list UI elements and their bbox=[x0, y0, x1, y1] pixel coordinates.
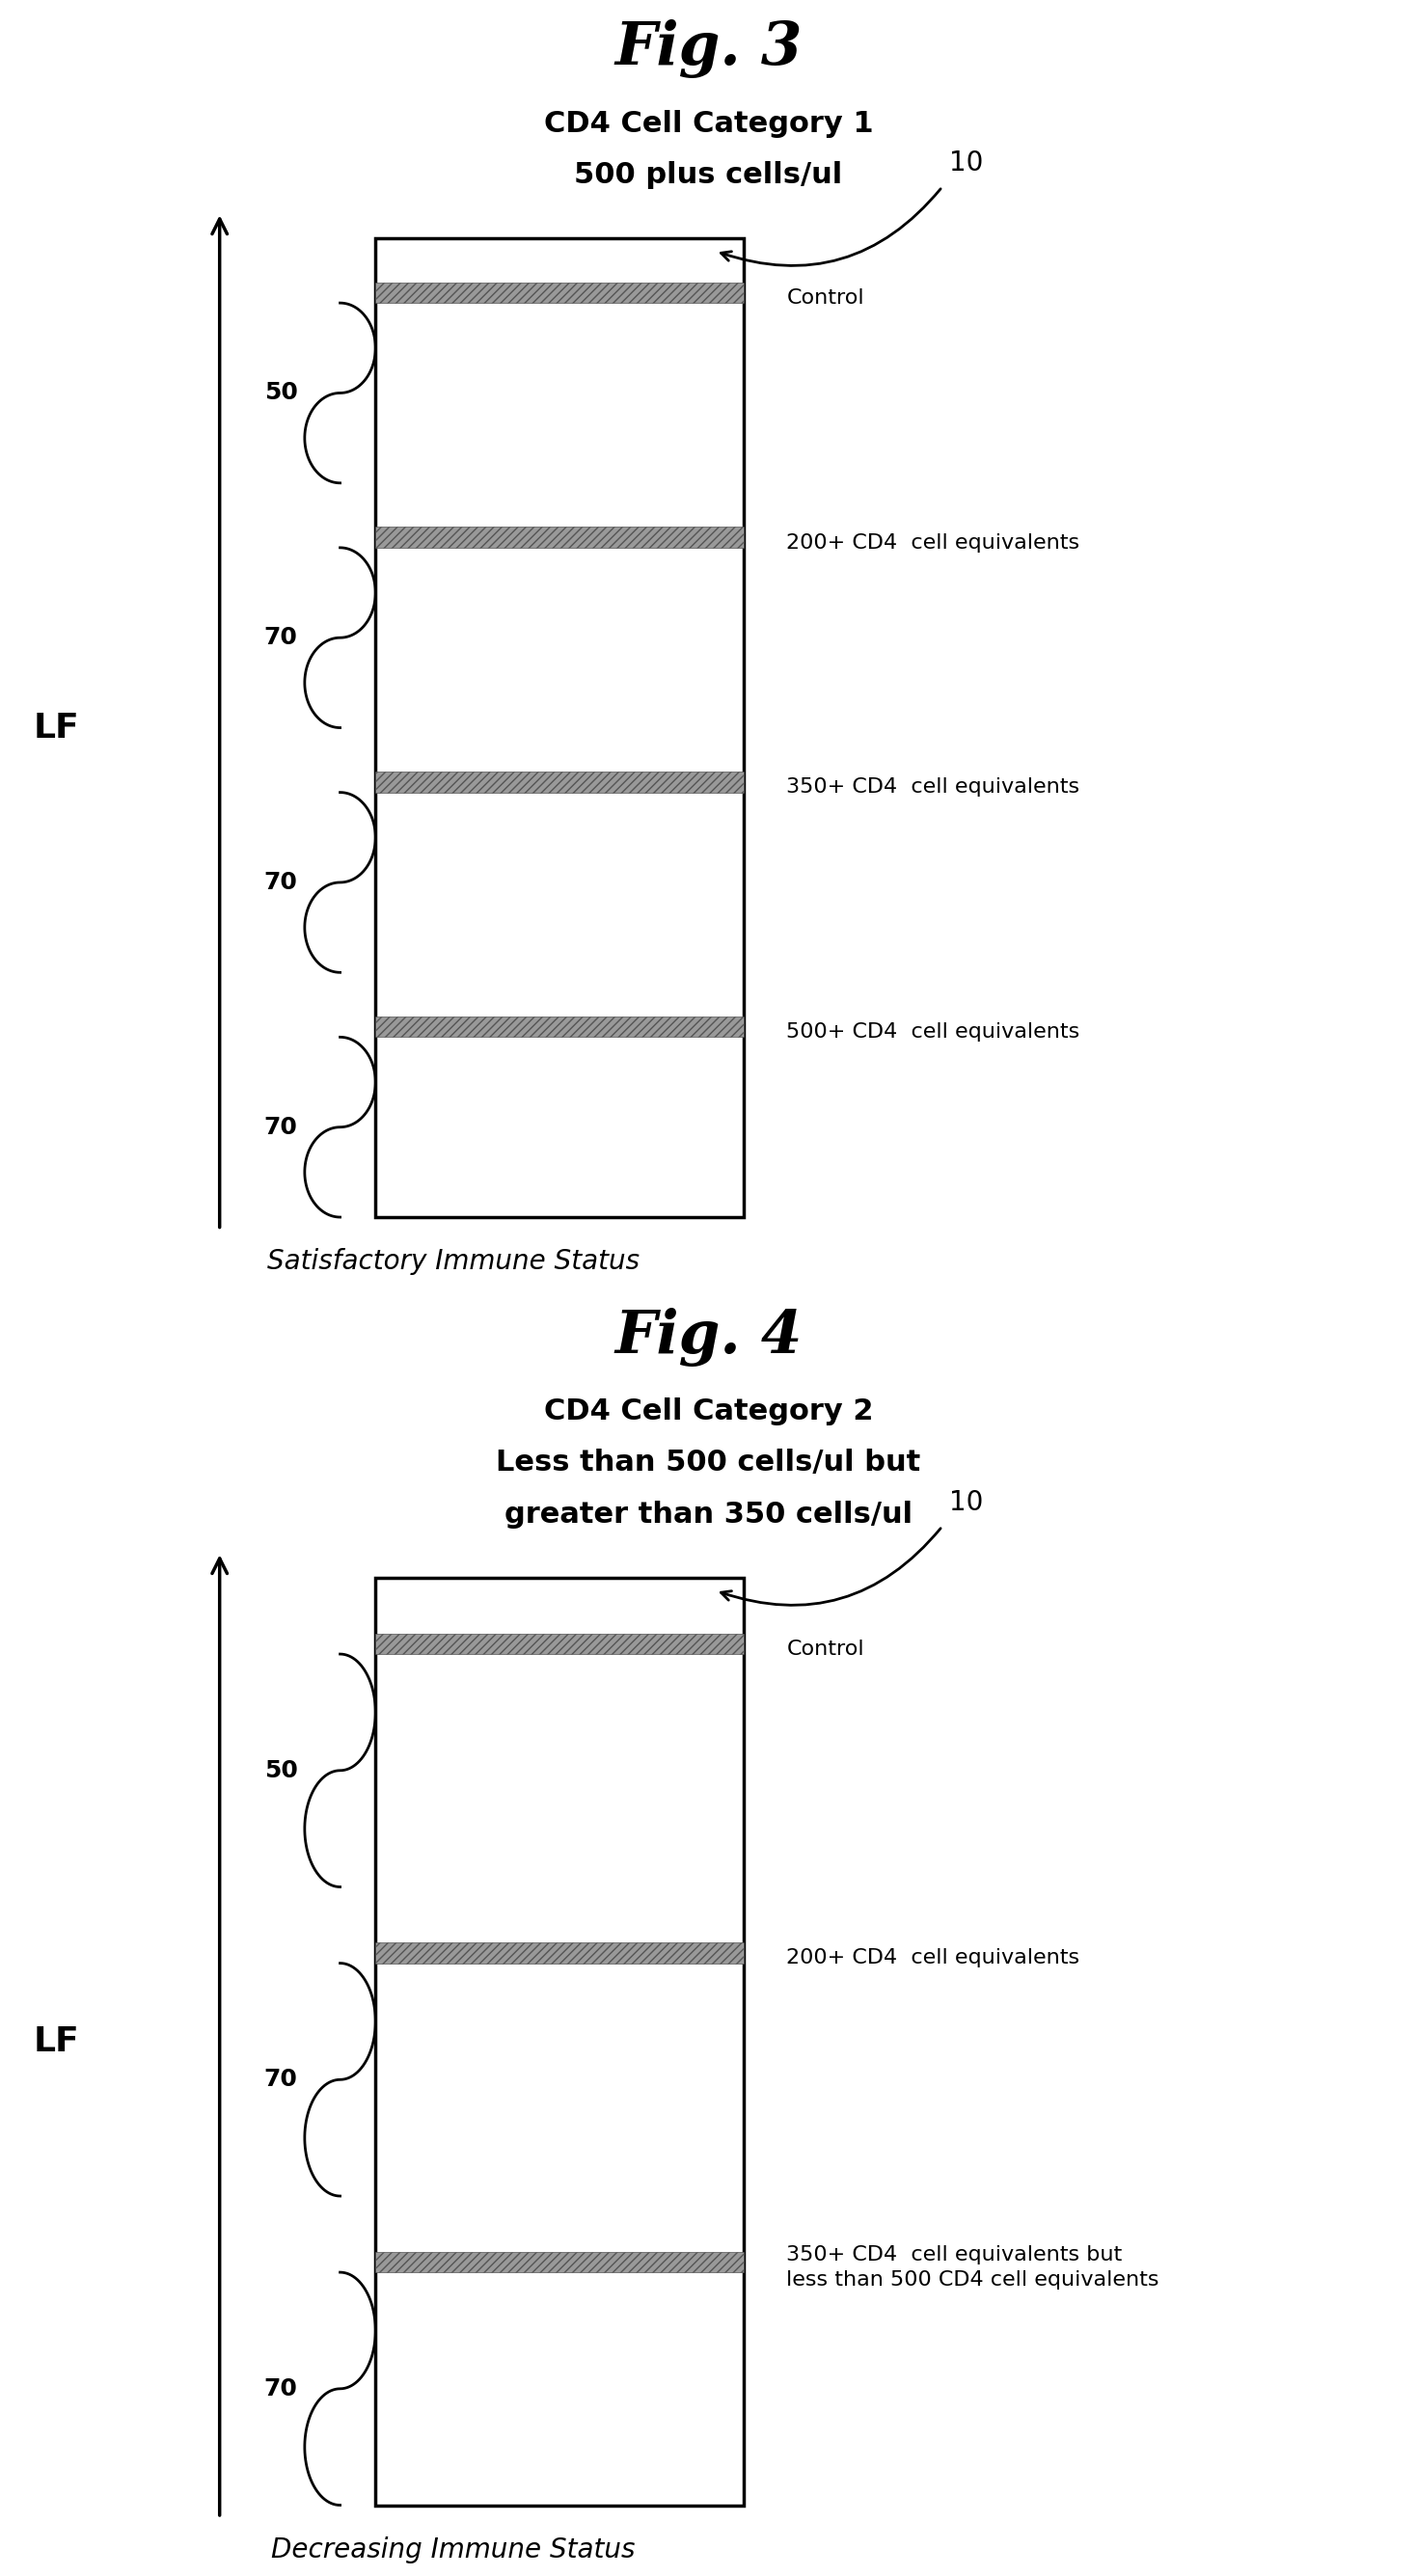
Bar bbox=[376, 773, 744, 793]
Text: 350+ CD4  cell equivalents but
less than 500 CD4 cell equivalents: 350+ CD4 cell equivalents but less than … bbox=[786, 2244, 1159, 2290]
Text: 10: 10 bbox=[949, 149, 983, 175]
Text: 500+ CD4  cell equivalents: 500+ CD4 cell equivalents bbox=[786, 1023, 1080, 1041]
Text: LF: LF bbox=[34, 711, 79, 744]
Text: Fig. 4: Fig. 4 bbox=[615, 1306, 802, 1365]
Bar bbox=[376, 283, 744, 304]
Text: CD4 Cell Category 2: CD4 Cell Category 2 bbox=[544, 1396, 873, 1425]
Bar bbox=[376, 1633, 744, 1654]
Text: CD4 Cell Category 1: CD4 Cell Category 1 bbox=[544, 108, 873, 137]
Text: LF: LF bbox=[34, 2025, 79, 2058]
Text: 70: 70 bbox=[264, 2069, 298, 2092]
Text: Control: Control bbox=[786, 1638, 864, 1659]
Bar bbox=[376, 1942, 744, 1963]
Text: Control: Control bbox=[786, 289, 864, 307]
Text: 50: 50 bbox=[264, 1759, 298, 1783]
Text: greater than 350 cells/ul: greater than 350 cells/ul bbox=[504, 1499, 913, 1528]
Text: 350+ CD4  cell equivalents: 350+ CD4 cell equivalents bbox=[786, 778, 1080, 796]
Bar bbox=[376, 528, 744, 549]
Text: 70: 70 bbox=[264, 871, 298, 894]
Bar bbox=[376, 2251, 744, 2272]
Text: Satisfactory Immune Status: Satisfactory Immune Status bbox=[268, 1249, 639, 1275]
Text: 10: 10 bbox=[949, 1489, 983, 1515]
Text: 70: 70 bbox=[264, 1115, 298, 1139]
Text: 200+ CD4  cell equivalents: 200+ CD4 cell equivalents bbox=[786, 1947, 1080, 1968]
Text: Decreasing Immune Status: Decreasing Immune Status bbox=[272, 2537, 635, 2563]
Text: Fig. 3: Fig. 3 bbox=[615, 21, 802, 77]
Bar bbox=[376, 1018, 744, 1038]
Bar bbox=[376, 240, 744, 1216]
Text: 50: 50 bbox=[264, 381, 298, 404]
Text: Less than 500 cells/ul but: Less than 500 cells/ul but bbox=[496, 1448, 921, 1476]
Text: 70: 70 bbox=[264, 2378, 298, 2401]
Text: 500 plus cells/ul: 500 plus cells/ul bbox=[574, 160, 843, 188]
Bar bbox=[376, 1577, 744, 2504]
Text: 200+ CD4  cell equivalents: 200+ CD4 cell equivalents bbox=[786, 533, 1080, 551]
Text: 70: 70 bbox=[264, 626, 298, 649]
